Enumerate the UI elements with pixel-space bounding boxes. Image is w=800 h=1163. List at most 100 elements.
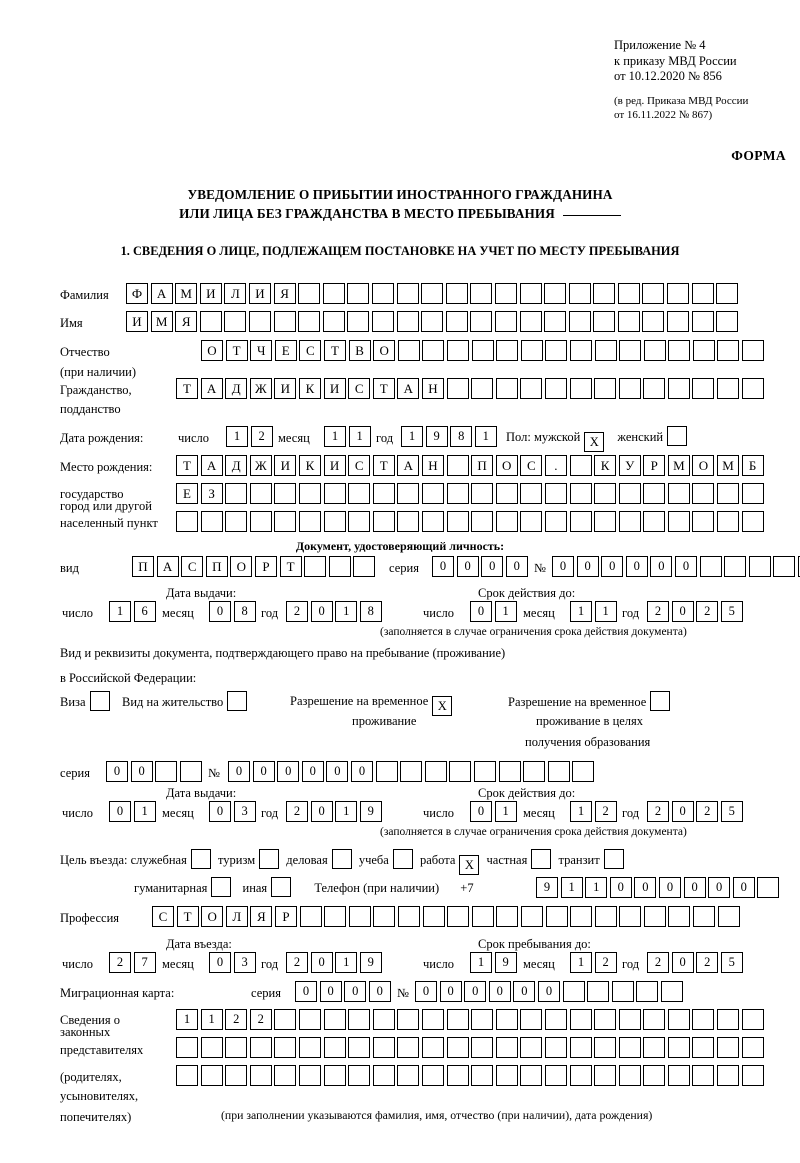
form-cell[interactable] — [274, 483, 297, 504]
form-cell[interactable] — [372, 1037, 395, 1058]
form-cell[interactable] — [225, 1065, 248, 1086]
form-cell[interactable] — [323, 1037, 346, 1058]
form-cell[interactable] — [298, 511, 321, 532]
form-cell[interactable] — [371, 311, 394, 332]
form-cell[interactable] — [545, 340, 568, 361]
form-cell[interactable] — [618, 378, 641, 399]
form-cell[interactable] — [471, 340, 494, 361]
form-cell[interactable] — [421, 1037, 444, 1058]
form-cell[interactable] — [741, 378, 764, 399]
form-cell[interactable] — [304, 556, 327, 577]
form-cell[interactable] — [348, 906, 371, 927]
form-cell[interactable] — [544, 1065, 567, 1086]
form-cell[interactable]: П — [205, 556, 228, 577]
form-cell[interactable] — [298, 1037, 321, 1058]
form-cell[interactable]: Н — [421, 455, 444, 476]
purpose-transit-checkbox[interactable] — [603, 849, 624, 869]
form-cell[interactable] — [445, 283, 468, 304]
form-cell[interactable] — [594, 378, 617, 399]
form-cell[interactable] — [569, 378, 592, 399]
form-cell[interactable]: 2 — [696, 801, 719, 822]
form-cell[interactable] — [717, 511, 740, 532]
form-cell[interactable] — [347, 311, 370, 332]
form-cell[interactable] — [547, 761, 570, 782]
form-cell[interactable]: С — [348, 455, 371, 476]
form-cell[interactable] — [545, 906, 568, 927]
form-cell[interactable]: М — [667, 455, 690, 476]
form-cell[interactable] — [741, 511, 764, 532]
form-cell[interactable]: О — [373, 340, 396, 361]
form-cell[interactable] — [570, 906, 593, 927]
form-cell[interactable] — [447, 906, 470, 927]
form-cell[interactable] — [176, 511, 198, 532]
form-cell[interactable]: Я — [175, 311, 198, 332]
form-cell[interactable] — [643, 906, 666, 927]
form-cell[interactable] — [495, 1037, 518, 1058]
form-cell[interactable] — [757, 877, 780, 898]
form-cell[interactable] — [773, 556, 796, 577]
form-cell[interactable] — [692, 511, 715, 532]
form-cell[interactable] — [397, 483, 420, 504]
form-cell[interactable] — [298, 283, 321, 304]
form-cell[interactable] — [273, 311, 296, 332]
form-cell[interactable] — [717, 378, 740, 399]
form-cell[interactable]: 0 — [456, 556, 479, 577]
form-cell[interactable] — [274, 511, 297, 532]
form-cell[interactable]: 6 — [133, 601, 156, 622]
form-cell[interactable] — [742, 340, 765, 361]
form-cell[interactable] — [323, 511, 346, 532]
form-cell[interactable]: Л — [224, 283, 247, 304]
form-cell[interactable]: 2 — [594, 952, 617, 973]
form-cell[interactable] — [692, 1009, 715, 1030]
form-cell[interactable] — [225, 511, 248, 532]
form-cell[interactable] — [617, 283, 640, 304]
form-cell[interactable]: А — [200, 378, 223, 399]
form-cell[interactable] — [299, 906, 322, 927]
form-cell[interactable]: И — [323, 378, 346, 399]
form-cell[interactable]: 0 — [470, 801, 492, 822]
form-cell[interactable]: Ф — [126, 283, 148, 304]
form-cell[interactable]: Е — [176, 483, 198, 504]
form-cell[interactable]: З — [200, 483, 223, 504]
form-cell[interactable] — [569, 1065, 592, 1086]
form-cell[interactable]: 1 — [570, 801, 592, 822]
form-cell[interactable]: А — [397, 378, 420, 399]
form-cell[interactable] — [397, 1009, 420, 1030]
purpose-work-checkbox[interactable]: X — [459, 855, 480, 875]
form-cell[interactable]: Т — [176, 378, 198, 399]
form-cell[interactable] — [569, 1037, 592, 1058]
form-cell[interactable] — [667, 483, 690, 504]
form-cell[interactable] — [446, 455, 469, 476]
form-cell[interactable]: 7 — [133, 952, 156, 973]
visa-checkbox[interactable] — [89, 691, 110, 711]
form-cell[interactable] — [618, 1065, 641, 1086]
form-cell[interactable]: 2 — [647, 801, 669, 822]
temp-residence-edu-checkbox[interactable] — [650, 691, 671, 711]
form-cell[interactable]: 8 — [450, 426, 473, 447]
form-cell[interactable] — [179, 761, 202, 782]
form-cell[interactable] — [400, 761, 423, 782]
form-cell[interactable]: Т — [279, 556, 302, 577]
form-cell[interactable]: 1 — [109, 601, 131, 622]
purpose-humanitarian-checkbox[interactable] — [211, 877, 232, 897]
form-cell[interactable] — [692, 340, 715, 361]
form-cell[interactable] — [741, 1065, 764, 1086]
form-cell[interactable] — [544, 511, 567, 532]
form-cell[interactable]: 3 — [233, 952, 256, 973]
form-cell[interactable] — [470, 283, 493, 304]
form-cell[interactable] — [397, 1065, 420, 1086]
form-cell[interactable] — [572, 761, 595, 782]
form-cell[interactable]: Т — [225, 340, 248, 361]
form-cell[interactable]: И — [323, 455, 346, 476]
form-cell[interactable]: А — [150, 283, 173, 304]
form-cell[interactable] — [692, 483, 715, 504]
form-cell[interactable] — [495, 378, 518, 399]
